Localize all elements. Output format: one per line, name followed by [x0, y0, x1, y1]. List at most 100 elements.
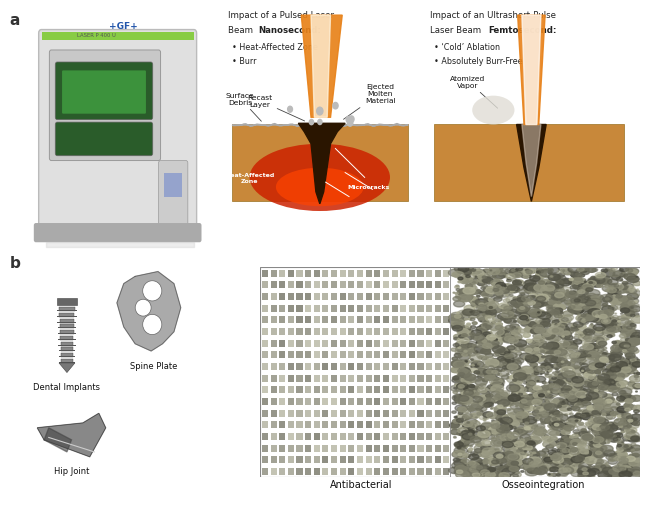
Circle shape — [588, 382, 599, 387]
Circle shape — [582, 282, 590, 286]
Circle shape — [519, 452, 527, 456]
Circle shape — [472, 415, 477, 418]
Circle shape — [508, 442, 512, 444]
Circle shape — [591, 377, 593, 378]
Circle shape — [534, 428, 547, 435]
Circle shape — [488, 369, 497, 374]
Bar — [340, 422, 346, 429]
Circle shape — [483, 357, 488, 360]
Circle shape — [549, 288, 554, 291]
Circle shape — [556, 474, 560, 476]
Circle shape — [465, 366, 472, 369]
Bar — [435, 468, 441, 475]
Circle shape — [506, 385, 520, 392]
Circle shape — [595, 328, 604, 332]
Circle shape — [555, 422, 560, 425]
Circle shape — [593, 325, 605, 331]
Circle shape — [533, 392, 545, 398]
Circle shape — [530, 363, 538, 367]
Circle shape — [466, 445, 469, 446]
Circle shape — [511, 299, 524, 307]
Circle shape — [616, 378, 623, 381]
Circle shape — [491, 438, 497, 441]
Circle shape — [610, 453, 616, 457]
Bar — [374, 328, 380, 335]
Circle shape — [534, 418, 540, 421]
Bar — [296, 270, 302, 277]
Circle shape — [622, 365, 630, 369]
Circle shape — [541, 388, 553, 394]
Bar — [417, 351, 424, 359]
Circle shape — [637, 289, 638, 290]
Circle shape — [558, 301, 572, 309]
Circle shape — [559, 394, 561, 395]
Circle shape — [579, 438, 590, 444]
Circle shape — [505, 358, 515, 363]
Circle shape — [480, 395, 489, 400]
Circle shape — [520, 312, 530, 317]
Circle shape — [541, 372, 545, 374]
Circle shape — [460, 472, 463, 474]
Circle shape — [514, 366, 521, 370]
Circle shape — [491, 382, 504, 389]
Circle shape — [628, 339, 640, 346]
Circle shape — [530, 323, 543, 330]
Circle shape — [625, 321, 634, 326]
Circle shape — [551, 358, 561, 363]
Circle shape — [532, 426, 538, 429]
Circle shape — [519, 393, 523, 395]
Circle shape — [522, 441, 532, 446]
Bar — [348, 387, 354, 393]
Circle shape — [575, 432, 580, 435]
Circle shape — [590, 445, 603, 452]
Circle shape — [462, 400, 470, 405]
Circle shape — [471, 458, 483, 465]
Circle shape — [478, 369, 485, 372]
Circle shape — [554, 293, 568, 300]
Circle shape — [464, 440, 474, 446]
Bar — [60, 330, 73, 334]
Circle shape — [633, 282, 641, 286]
Circle shape — [590, 439, 599, 444]
Circle shape — [452, 272, 464, 278]
Bar — [270, 305, 277, 312]
Bar — [296, 433, 302, 440]
Circle shape — [590, 277, 602, 283]
Circle shape — [480, 436, 488, 441]
Circle shape — [561, 424, 568, 428]
Bar — [400, 282, 406, 289]
Circle shape — [597, 364, 602, 367]
Circle shape — [476, 353, 486, 359]
Circle shape — [550, 378, 552, 380]
Circle shape — [590, 371, 592, 372]
Bar — [443, 305, 449, 312]
Circle shape — [543, 289, 552, 295]
Bar — [262, 282, 268, 289]
Circle shape — [610, 412, 617, 416]
Circle shape — [544, 354, 554, 359]
Circle shape — [631, 443, 636, 446]
Circle shape — [564, 399, 575, 406]
Bar — [426, 468, 432, 475]
Circle shape — [465, 416, 470, 420]
Circle shape — [498, 357, 505, 361]
Circle shape — [489, 388, 494, 390]
Circle shape — [578, 266, 588, 272]
Circle shape — [599, 412, 601, 414]
Circle shape — [543, 456, 546, 458]
Circle shape — [463, 288, 475, 294]
Circle shape — [574, 384, 582, 388]
Bar — [391, 293, 398, 300]
Circle shape — [597, 419, 608, 425]
Circle shape — [545, 418, 556, 424]
Circle shape — [567, 391, 578, 397]
Circle shape — [582, 473, 587, 476]
Circle shape — [491, 279, 503, 286]
Circle shape — [636, 277, 638, 278]
Circle shape — [554, 314, 562, 318]
Circle shape — [556, 349, 567, 356]
Circle shape — [575, 433, 583, 437]
Circle shape — [515, 430, 526, 436]
Circle shape — [609, 467, 621, 473]
Circle shape — [551, 455, 564, 462]
